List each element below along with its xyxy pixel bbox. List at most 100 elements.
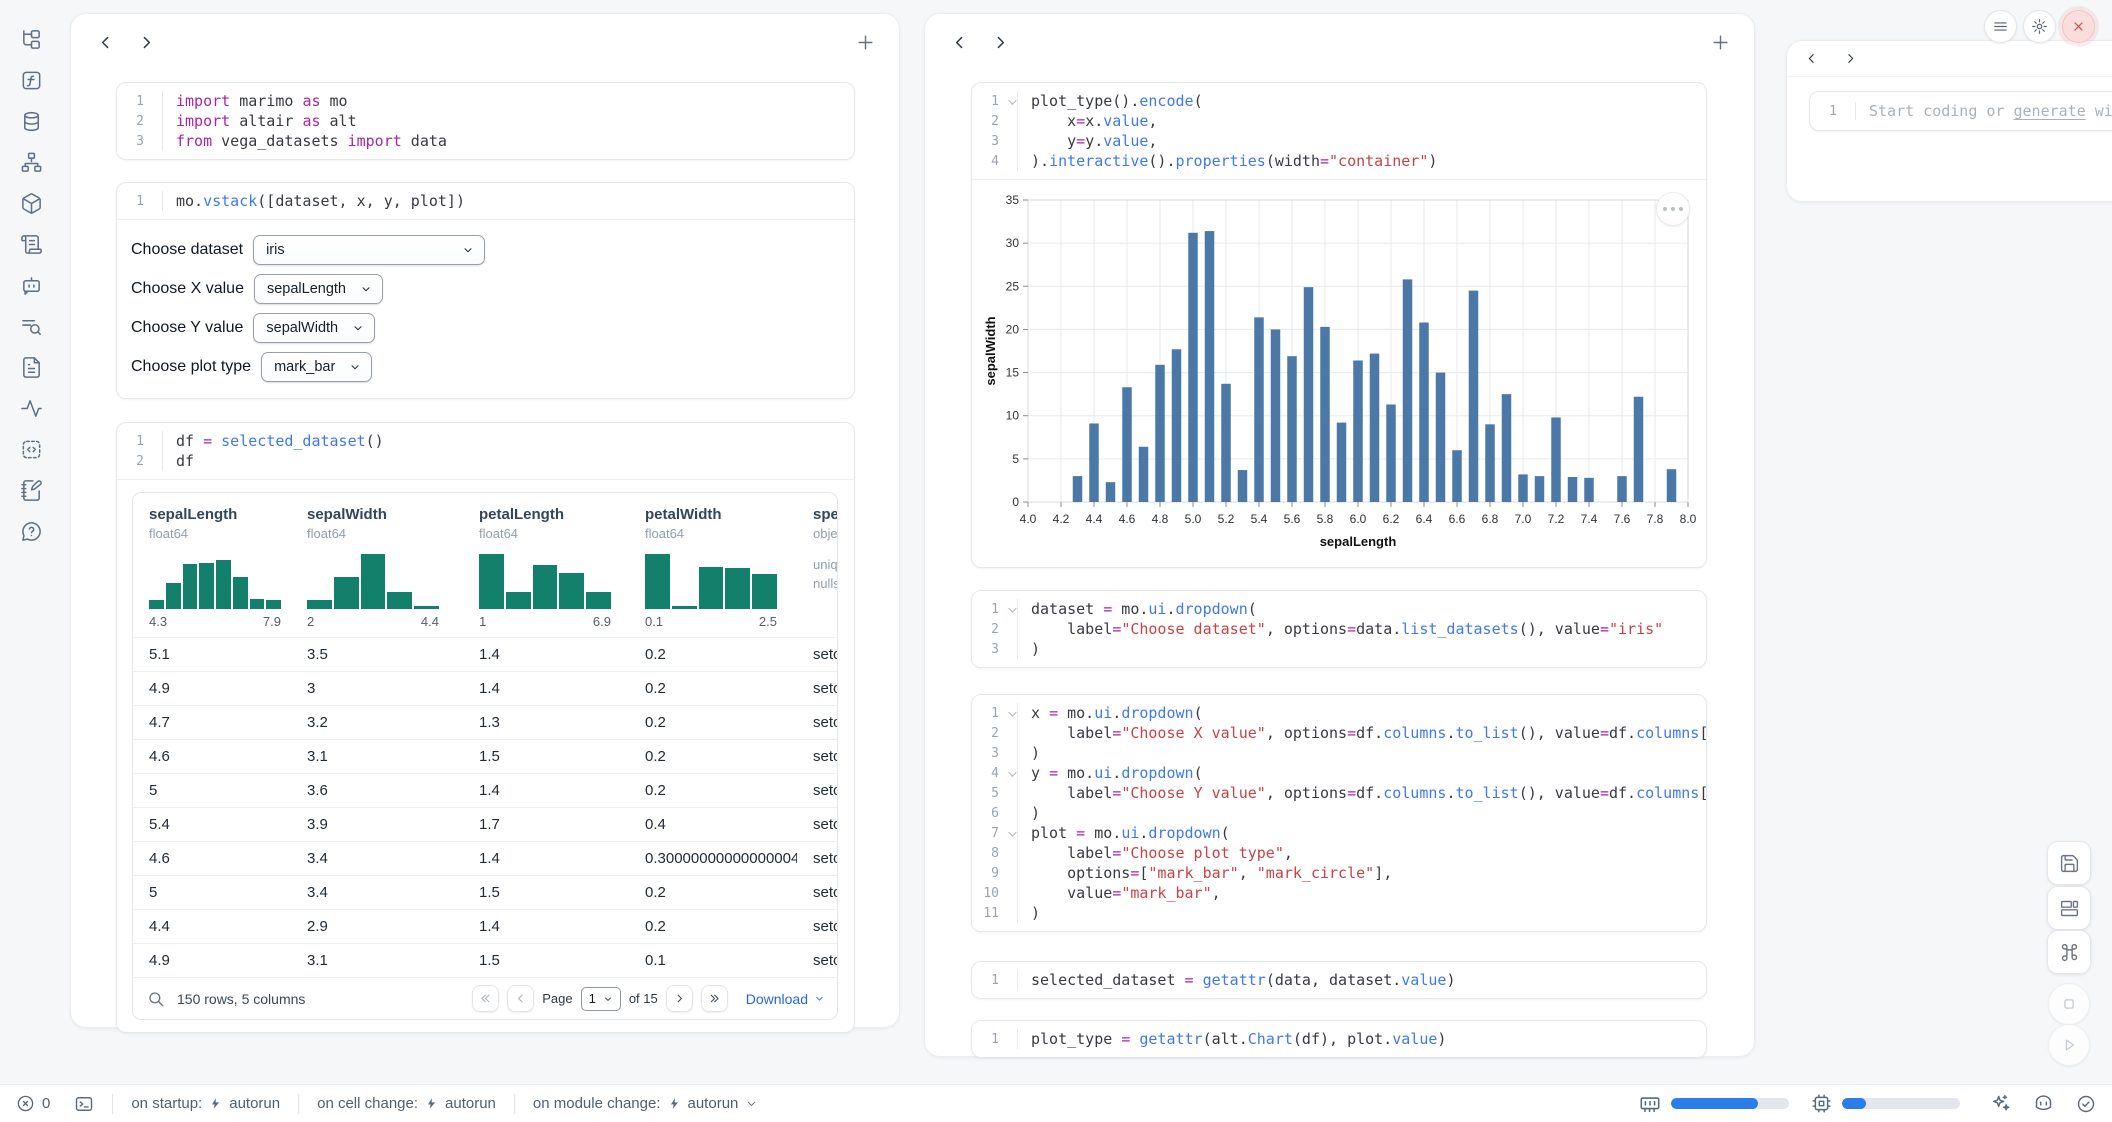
- menu-button[interactable]: [1984, 10, 2017, 43]
- table-row[interactable]: 4.7 3.2 1.3 0.2 setosa: [133, 705, 837, 739]
- dropdown-select[interactable]: mark_bar: [261, 352, 373, 382]
- dropdown-select[interactable]: sepalLength: [253, 274, 383, 304]
- code-line[interactable]: 1 mo.vstack([dataset, x, y, plot]): [117, 191, 854, 211]
- bar[interactable]: [1485, 424, 1495, 502]
- column-header[interactable]: petalLength float64 1 6.9: [479, 506, 611, 629]
- code-line[interactable]: 10 value="mark_bar",: [972, 883, 1706, 903]
- code-line[interactable]: 3): [972, 639, 1706, 659]
- dropdown-select[interactable]: iris: [253, 235, 486, 265]
- code-line[interactable]: 2 x=x.value,: [972, 111, 1706, 131]
- bar[interactable]: [1237, 470, 1248, 502]
- code-line[interactable]: 1 plot_type = getattr(alt.Chart(df), plot…: [972, 1029, 1706, 1049]
- bar[interactable]: [1270, 329, 1281, 502]
- code-editor[interactable]: 1 plot_type().encode(2 x=x.value, 3 y=y.va…: [972, 83, 1706, 179]
- column-header[interactable]: sepalLength float64 4.3 7.9: [149, 506, 281, 629]
- bar[interactable]: [1204, 231, 1215, 502]
- panel-forward-icon[interactable]: [138, 34, 155, 51]
- run-mode-item[interactable]: on startup: autorun: [131, 1095, 280, 1112]
- bar[interactable]: [1155, 364, 1165, 502]
- table-row[interactable]: 5.4 3.9 1.7 0.4 setosa: [133, 807, 837, 841]
- code-snippet-icon[interactable]: [16, 436, 46, 462]
- code-line[interactable]: 4).interactive().properties(width="conta…: [972, 151, 1706, 171]
- code-line[interactable]: 5 label="Choose Y value", options=df.col…: [972, 783, 1706, 803]
- panel-back-icon[interactable]: [951, 34, 968, 51]
- code-editor[interactable]: 1 plot_type = getattr(alt.Chart(df), plot…: [972, 1021, 1706, 1057]
- bar[interactable]: [1534, 476, 1545, 502]
- bar[interactable]: [1617, 476, 1627, 502]
- table-row[interactable]: 4.9 3.1 1.5 0.1 setosa: [133, 943, 837, 977]
- bar[interactable]: [1369, 353, 1380, 502]
- prev-page-button[interactable]: [507, 985, 535, 1012]
- bar[interactable]: [1287, 356, 1297, 502]
- bar[interactable]: [1303, 287, 1314, 502]
- database-icon[interactable]: [16, 108, 46, 134]
- bar[interactable]: [1468, 290, 1479, 502]
- search-logs-icon[interactable]: [16, 313, 46, 339]
- code-editor[interactable]: 1 mo.vstack([dataset, x, y, plot]): [117, 183, 854, 219]
- settings-button[interactable]: [2023, 10, 2056, 43]
- bar[interactable]: [1122, 387, 1132, 502]
- bar[interactable]: [1501, 394, 1512, 502]
- code-line[interactable]: 8 label="Choose plot type",: [972, 843, 1706, 863]
- code-line[interactable]: 2 label="Choose dataset", options=data.l…: [972, 619, 1706, 639]
- scroll-icon[interactable]: [16, 231, 46, 257]
- bar[interactable]: [1188, 232, 1198, 502]
- code-line[interactable]: 1 df = selected_dataset(): [117, 431, 854, 451]
- fold-marker[interactable]: [1004, 704, 1017, 722]
- save-button[interactable]: [2047, 841, 2091, 885]
- bar[interactable]: [1567, 476, 1578, 502]
- close-button[interactable]: [2062, 10, 2095, 43]
- bar[interactable]: [1584, 477, 1594, 502]
- fold-marker[interactable]: [1004, 764, 1017, 782]
- document-icon[interactable]: [16, 354, 46, 380]
- bar[interactable]: [1221, 383, 1231, 502]
- code-line[interactable]: 2 df: [117, 451, 854, 471]
- first-page-button[interactable]: [472, 985, 500, 1012]
- error-indicator[interactable]: 0: [16, 1094, 50, 1113]
- bar[interactable]: [1105, 482, 1116, 502]
- table-row[interactable]: 4.6 3.4 1.4 0.30000000000000004 setosa: [133, 841, 837, 875]
- column-header[interactable]: speciesobjectunique:nulls:: [813, 506, 837, 591]
- cell-plot-type[interactable]: 1 plot_type = getattr(alt.Chart(df), plot…: [971, 1020, 1707, 1058]
- code-line[interactable]: 9 options=["mark_bar", "mark_circle"],: [972, 863, 1706, 883]
- bar[interactable]: [1452, 450, 1462, 502]
- next-page-button[interactable]: [665, 985, 693, 1012]
- package-icon[interactable]: [16, 190, 46, 216]
- connection-status-icon[interactable]: [2076, 1094, 2096, 1114]
- last-page-button[interactable]: [700, 985, 728, 1012]
- file-tree-icon[interactable]: [16, 26, 46, 52]
- fold-marker[interactable]: [1004, 92, 1017, 110]
- dropdown-select[interactable]: sepalWidth: [253, 313, 376, 343]
- fold-marker[interactable]: [1004, 600, 1017, 618]
- bar-chart[interactable]: 0 5 10 15 20 25 30 35 4.0 4.2 4.4 4.6 4.8 5.0 5.2 5.4 5.…: [982, 190, 1698, 558]
- network-icon[interactable]: [16, 149, 46, 175]
- code-line[interactable]: 7 plot = mo.ui.dropdown(: [972, 823, 1706, 843]
- fold-marker[interactable]: [1004, 824, 1017, 842]
- empty-code-cell[interactable]: 1 Start coding or generate with: [1809, 91, 2112, 131]
- cell-vstack[interactable]: 1 mo.vstack([dataset, x, y, plot]) Choose…: [116, 182, 855, 399]
- help-icon[interactable]: [16, 518, 46, 544]
- cell-dataframe[interactable]: 1 df = selected_dataset() 2 df sepalLength f…: [116, 422, 855, 1033]
- bar[interactable]: [1072, 476, 1083, 502]
- code-line[interactable]: 2 label="Choose X value", options=df.col…: [972, 723, 1706, 743]
- copilot-icon[interactable]: [2033, 1093, 2054, 1114]
- code-placeholder[interactable]: Start coding or generate with: [1855, 102, 2112, 120]
- bar[interactable]: [1254, 317, 1264, 502]
- code-editor[interactable]: 1 selected_dataset = getattr(data, datase…: [972, 962, 1706, 998]
- code-editor[interactable]: 1 dataset = mo.ui.dropdown(2 label="Choos…: [972, 591, 1706, 667]
- code-line[interactable]: 3): [972, 743, 1706, 763]
- bar[interactable]: [1089, 423, 1099, 502]
- code-line[interactable]: 2 import altair as alt: [117, 111, 854, 131]
- code-line[interactable]: 3 y=y.value,: [972, 131, 1706, 151]
- table-row[interactable]: 5.1 3.5 1.4 0.2 setosa: [133, 637, 837, 671]
- panel-back-icon[interactable]: [1805, 52, 1818, 65]
- bar[interactable]: [1435, 372, 1446, 502]
- ai-sparkles-icon[interactable]: [1990, 1093, 2011, 1114]
- search-icon[interactable]: [147, 990, 165, 1008]
- stop-button[interactable]: [2048, 983, 2090, 1025]
- layout-button[interactable]: [2047, 886, 2091, 930]
